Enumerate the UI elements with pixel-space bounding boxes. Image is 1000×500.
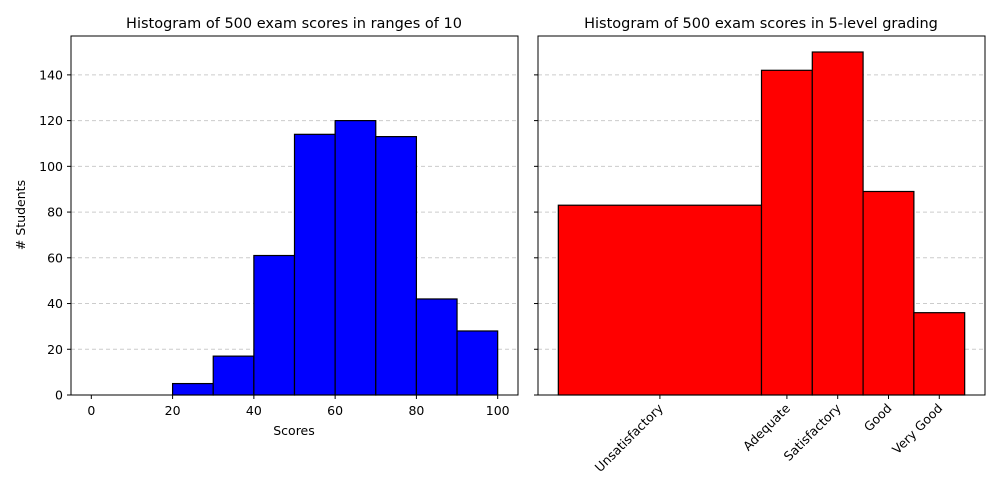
category-label: Unsatisfactory [592,400,667,475]
histogram-panel-scores: Histogram of 500 exam scores in ranges o… [13,16,519,438]
y-axis-label-left: # Students [13,180,28,250]
histogram-bar-left [212,355,255,396]
histogram-bar-left [171,382,214,396]
plot-frame-left [70,35,519,396]
histogram-bar-right [811,51,864,396]
histogram-panel-grades: Histogram of 500 exam scores in 5-level … [534,16,986,475]
x-tick-label-left: 100 [486,403,510,418]
plot-frame-right [537,35,986,396]
y-tick-label-left: 120 [39,113,63,128]
histogram-bar-right [862,190,915,396]
x-tick-label-left: 60 [327,403,343,418]
y-tick-label-left: 40 [47,296,63,311]
x-axis-label-left: Scores [273,423,315,438]
y-tick-label-left: 0 [55,388,63,403]
x-tick-label-left: 80 [408,403,424,418]
x-tick-label-left: 20 [165,403,181,418]
chart-title-right: Histogram of 500 exam scores in 5-level … [584,16,938,32]
y-tick-label-left: 80 [47,205,63,220]
category-label: Adequate [740,400,793,453]
histogram-bar-left [293,133,336,396]
y-tick-label-left: 100 [39,159,63,174]
x-tick-label-left: 0 [87,403,95,418]
histogram-bar-left [253,254,296,396]
y-tick-label-left: 20 [47,342,63,357]
histogram-bar-left [375,136,418,396]
category-label: Very Good [889,401,945,457]
histogram-bar-left [456,330,499,396]
category-label: Good [861,401,895,435]
histogram-bar-right [913,312,966,396]
y-tick-label-left: 140 [39,67,63,82]
histogram-bar-left [334,120,377,396]
histogram-bar-right [557,204,763,396]
histogram-bar-left [415,298,458,396]
chart-title-left: Histogram of 500 exam scores in ranges o… [126,16,462,32]
histogram-bar-right [760,69,813,396]
y-tick-label-left: 60 [47,250,63,265]
x-tick-label-left: 40 [246,403,262,418]
